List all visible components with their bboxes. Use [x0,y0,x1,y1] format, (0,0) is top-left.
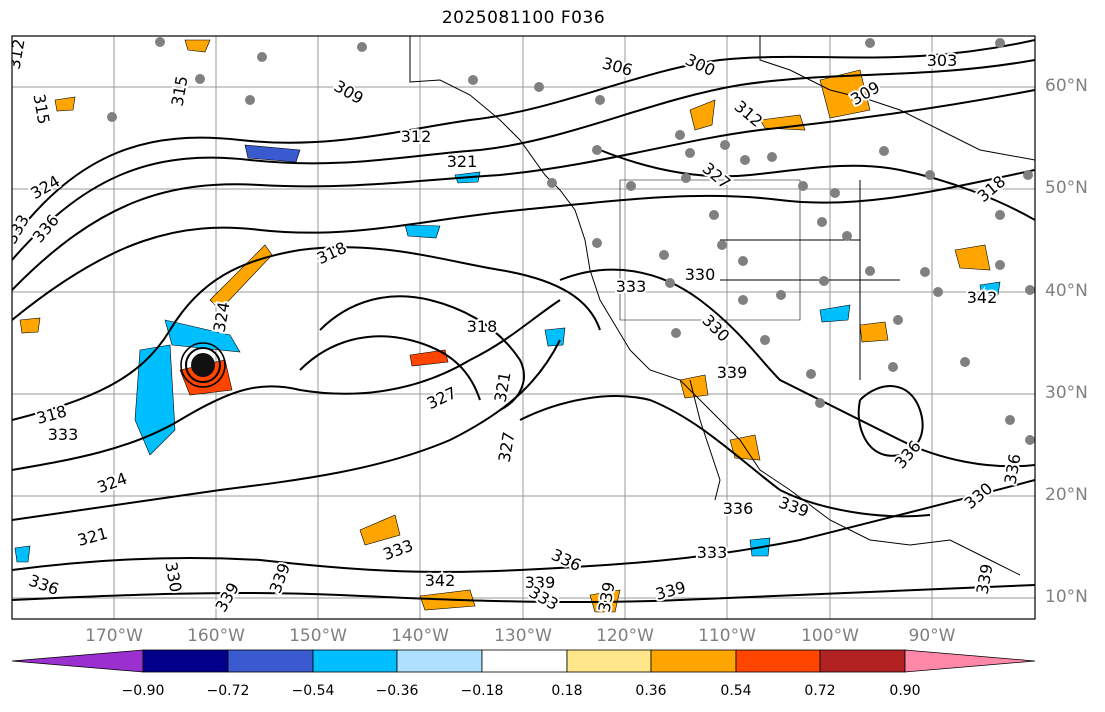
shade-orange [19,317,41,334]
contour-label: 339 [525,573,556,592]
lat-label: 30°N [1045,383,1088,403]
colorbar-extend-low [11,649,144,673]
contour-label: 330 [685,265,716,284]
colorbar-segment [481,649,568,673]
colorbar-segment [819,649,906,673]
colorbar-segment [650,649,737,673]
figure-title: 2025081100 F036 [441,8,606,28]
shade-orange [954,244,991,271]
colorbar-tick-label: −0.54 [291,683,335,699]
colorbar-tick-label: −0.72 [206,683,250,699]
shade-blue [819,304,851,323]
coastlines [409,36,1035,576]
colorbar [11,649,1036,673]
contour-label: 333 [48,425,79,444]
contour-label: 342 [967,288,998,307]
lat-label: 50°N [1045,178,1088,198]
colorbar-tick-label: 0.90 [889,683,921,699]
shade-blue [14,545,31,563]
contour-label: 336 [723,499,754,518]
lat-label: 10°N [1045,587,1088,607]
contour-label: 318 [467,317,498,336]
lat-label: 40°N [1045,281,1088,301]
contour-label: 339 [717,363,748,382]
lon-label: 160°W [187,626,245,646]
lon-label: 150°W [289,626,347,646]
lon-label: 120°W [596,626,654,646]
shade-red [409,349,449,367]
shade-blue [244,144,301,163]
low-center [180,342,226,388]
colorbar-tick-label: −0.90 [121,683,165,699]
shade-orange [184,39,211,53]
lon-label: 170°W [85,626,143,646]
shade-blue [404,224,441,239]
colorbar-segment [142,649,229,673]
colorbar-tick-label: 0.18 [551,683,583,699]
lat-label: 20°N [1045,485,1088,505]
contour-lines [12,39,1035,604]
lon-label: 140°W [391,626,449,646]
contour-label: 333 [616,277,647,296]
shade-orange [859,321,889,343]
colorbar-tick-label: −0.36 [375,683,419,699]
shade-orange [359,514,401,546]
shade-orange [54,96,76,112]
colorbar-tick-label: 0.54 [720,683,752,699]
colorbar-segment [396,649,483,673]
lon-label: 90°W [908,626,956,646]
colorbar-tick-label: −0.18 [460,683,504,699]
colorbar-segment [566,649,652,673]
contour-label: 333 [697,543,728,562]
colorbar-segment [312,649,398,673]
lon-label: 130°W [494,626,552,646]
map-frame [11,35,1036,620]
lat-label: 60°N [1045,76,1088,96]
colorbar-segment [735,649,821,673]
colorbar-tick-label: 0.36 [635,683,667,699]
contour-label: 303 [927,51,958,70]
shade-blue [979,281,1001,297]
colorbar-segment [227,649,314,673]
contour-label: 312 [401,127,432,146]
contour-label: 342 [425,571,456,590]
colorbar-tick-label: 0.72 [804,683,836,699]
contour-label: 321 [447,152,478,171]
station-markers [107,37,1035,445]
lon-label: 100°W [801,626,859,646]
shade-orange [679,374,709,399]
shade-blue [164,319,241,353]
shade-orange [689,99,716,131]
shade-blue [544,327,566,347]
lon-label: 110°W [698,626,756,646]
colorbar-extend-high [904,649,1036,673]
